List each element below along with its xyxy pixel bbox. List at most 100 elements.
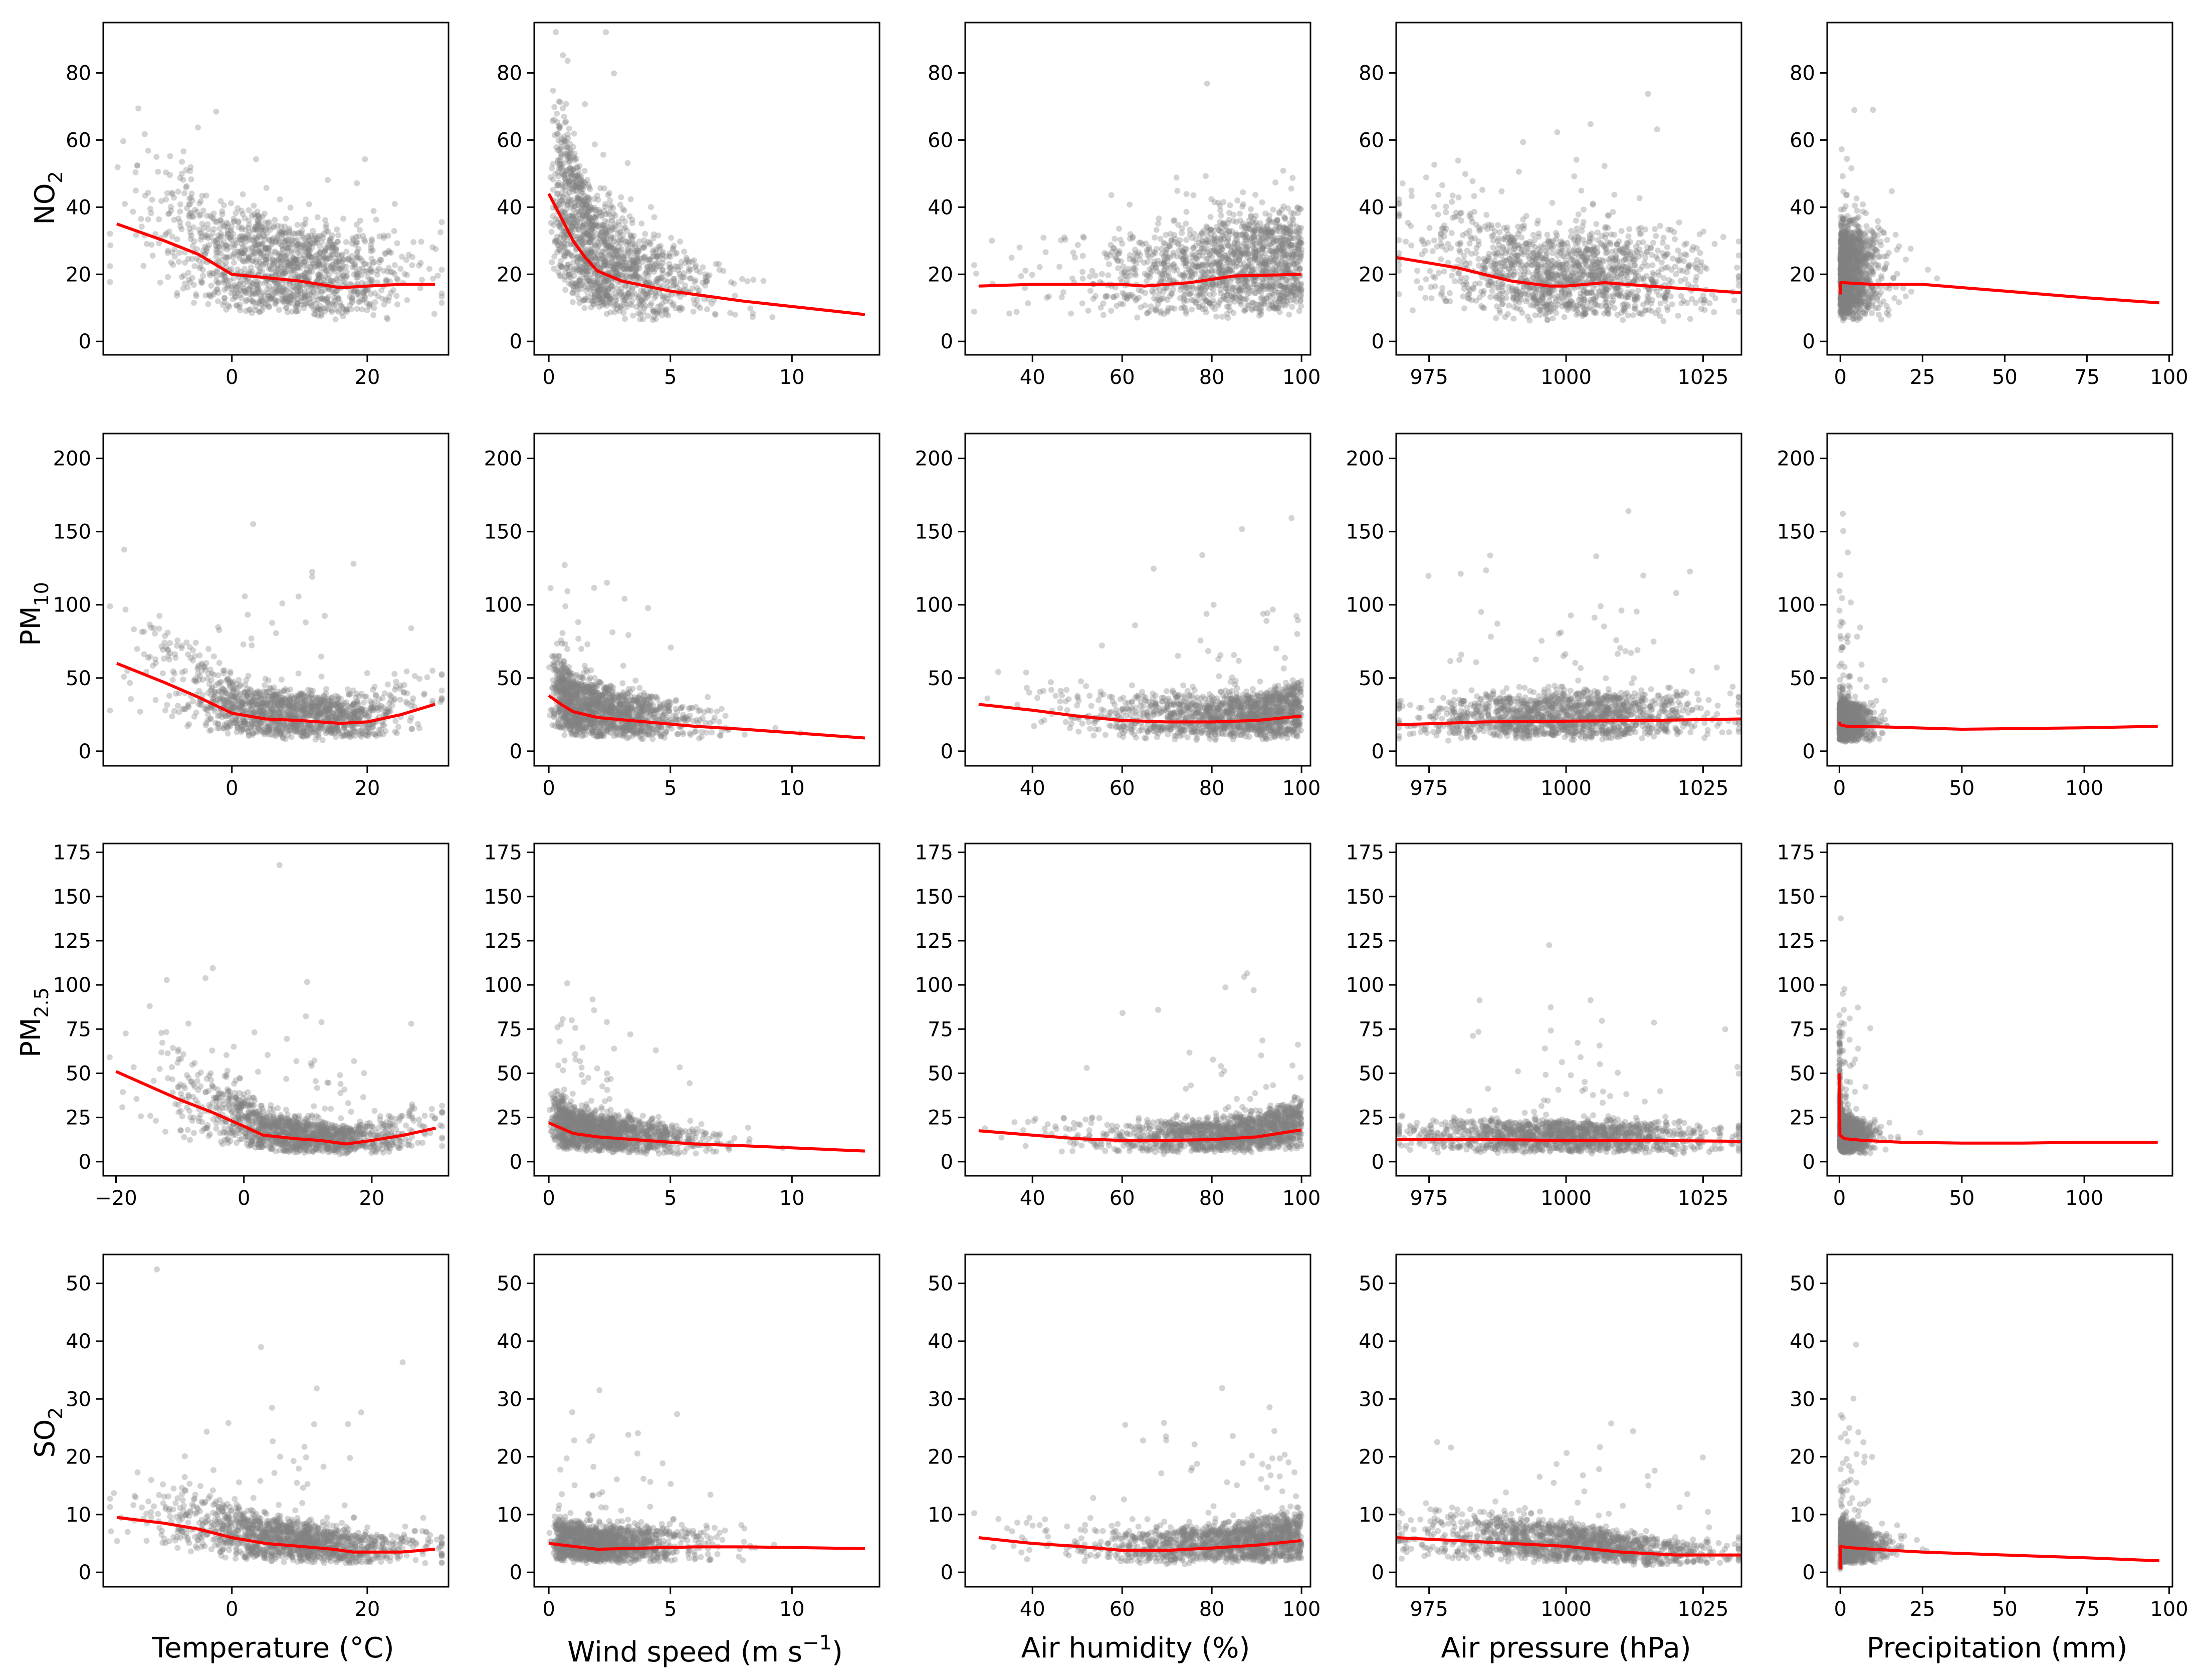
- scatter-point: [699, 279, 706, 286]
- scatter-point: [177, 175, 183, 181]
- scatter-point: [286, 229, 292, 236]
- scatter-point: [286, 263, 292, 269]
- scatter-point: [566, 216, 573, 223]
- scatter-point: [306, 296, 312, 303]
- scatter-point: [562, 210, 569, 217]
- scatter-point: [318, 311, 325, 318]
- scatter-point: [259, 248, 265, 254]
- scatter-point: [313, 301, 319, 307]
- scatter-point: [572, 176, 578, 182]
- scatter-point: [598, 222, 605, 228]
- scatter-point: [642, 270, 648, 277]
- scatter-point: [330, 290, 337, 296]
- scatter-point: [205, 226, 212, 233]
- scatter-point: [1124, 293, 1130, 299]
- scatter-point: [570, 165, 577, 172]
- scatter-point: [1162, 267, 1168, 273]
- scatter-point: [614, 285, 620, 292]
- scatter-point: [200, 273, 206, 279]
- scatter-point: [316, 254, 322, 261]
- scatter-point: [323, 257, 329, 264]
- scatter-point: [596, 223, 602, 230]
- scatter-point: [586, 184, 592, 190]
- scatter-point: [575, 208, 582, 215]
- scatter-point: [292, 273, 298, 280]
- scatter-point: [302, 245, 308, 252]
- scatter-point: [304, 269, 311, 276]
- scatter-point: [1218, 297, 1224, 303]
- scatter-point: [288, 263, 294, 270]
- scatter-point: [1264, 268, 1270, 274]
- scatter-point: [581, 167, 588, 174]
- scatter-point: [176, 250, 182, 256]
- scatter-point: [602, 259, 609, 265]
- scatter-point: [565, 174, 572, 181]
- scatter-point: [584, 268, 590, 275]
- scatter-point: [187, 279, 193, 286]
- x-tick-label: 20: [354, 366, 380, 389]
- scatter-point: [565, 198, 572, 205]
- scatter-point: [382, 296, 389, 303]
- scatter-point: [325, 300, 331, 306]
- scatter-point: [549, 118, 556, 124]
- scatter-point: [378, 257, 384, 263]
- scatter-point: [566, 155, 573, 161]
- scatter-point: [582, 295, 589, 302]
- scatter-point: [288, 247, 295, 254]
- scatter-point: [170, 262, 176, 268]
- scatter-point: [563, 249, 569, 255]
- scatter-point: [357, 255, 364, 262]
- scatter-point: [339, 310, 345, 316]
- scatter-point: [254, 282, 260, 288]
- scatter-point: [383, 278, 389, 285]
- scatter-point: [592, 255, 599, 261]
- scatter-point: [306, 268, 313, 274]
- scatter-point: [618, 305, 624, 311]
- scatter-point: [283, 287, 289, 294]
- scatter-point: [647, 264, 653, 270]
- scatter-point: [204, 232, 210, 239]
- scatter-point: [271, 285, 277, 292]
- scatter-point: [596, 296, 603, 303]
- scatter-point: [330, 242, 337, 248]
- scatter-point: [207, 234, 214, 241]
- scatter-point: [588, 249, 595, 255]
- scatter-point: [590, 285, 597, 292]
- scatter-point: [221, 238, 227, 245]
- scatter-point: [304, 262, 310, 269]
- scatter-point: [562, 213, 568, 219]
- scatter-point: [262, 280, 269, 287]
- scatter-point: [306, 248, 313, 254]
- scatter-point: [682, 260, 689, 266]
- scatter-point: [262, 257, 269, 263]
- scatter-point: [1544, 232, 1551, 238]
- scatter-point: [627, 271, 633, 278]
- scatter-point: [588, 304, 594, 311]
- scatter-point: [249, 212, 255, 219]
- scatter-point: [655, 303, 662, 310]
- scatter-point: [616, 264, 623, 271]
- scatter-point: [179, 158, 185, 165]
- scatter-point: [617, 263, 624, 269]
- scatter-point: [596, 293, 602, 299]
- scatter-point: [335, 253, 342, 259]
- scatter-point: [289, 268, 295, 274]
- scatter-point: [683, 255, 690, 261]
- scatter-point: [283, 268, 290, 275]
- scatter-point: [265, 244, 272, 251]
- scatter-point: [665, 312, 672, 319]
- scatter-point: [236, 249, 242, 255]
- scatter-point: [637, 316, 643, 322]
- scatter-point: [608, 278, 615, 284]
- scatter-point: [359, 266, 366, 272]
- scatter-point: [625, 266, 632, 273]
- scatter-point: [1108, 308, 1115, 314]
- scatter-point: [316, 306, 323, 312]
- scatter-point: [602, 262, 608, 269]
- scatter-point: [567, 264, 574, 270]
- scatter-point: [355, 292, 362, 299]
- scatter-point: [283, 294, 289, 300]
- scatter-point: [1180, 293, 1187, 300]
